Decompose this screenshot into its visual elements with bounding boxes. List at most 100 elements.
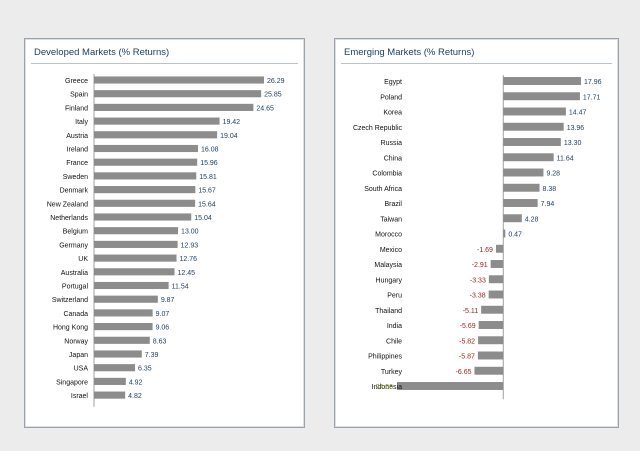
category-label: Mexico (380, 247, 402, 254)
data-label: 13.30 (564, 140, 582, 147)
data-label: 9.07 (156, 311, 170, 318)
data-label: 15.81 (199, 174, 217, 181)
bar (94, 323, 153, 331)
category-label: South Africa (364, 186, 402, 193)
category-label: Brazil (384, 201, 402, 208)
bar (474, 366, 504, 375)
bar (503, 168, 544, 177)
bar (94, 117, 220, 125)
data-label: -5.82 (459, 338, 475, 345)
category-label: Malaysia (374, 262, 402, 269)
bar (503, 138, 561, 146)
bar (503, 153, 554, 162)
data-label: 4.28 (525, 216, 539, 223)
bar (94, 103, 254, 111)
bar (397, 382, 504, 390)
bar (94, 213, 192, 221)
bar (94, 240, 178, 248)
developed-markets-panel: Developed Markets (% Returns) Greece 26.2… (24, 38, 305, 428)
category-label: New Zealand (47, 201, 88, 208)
bar (94, 281, 169, 290)
data-label: 19.04 (220, 133, 238, 140)
data-label: -3.38 (470, 293, 486, 300)
data-label: 11.54 (172, 284, 189, 291)
data-label: 9.87 (161, 297, 175, 304)
data-label: 8.63 (153, 338, 167, 345)
data-label: 4.92 (129, 379, 143, 386)
data-label: 24.65 (256, 105, 274, 112)
data-label: 0.47 (508, 232, 522, 239)
bar (94, 295, 158, 303)
category-label: Belgium (63, 229, 88, 236)
category-label: USA (74, 366, 89, 373)
data-label: 15.04 (194, 215, 212, 222)
category-label: Finland (65, 105, 88, 112)
category-label: Italy (75, 119, 88, 126)
data-label: -24.56 (373, 384, 393, 391)
data-label: 7.94 (541, 201, 555, 208)
developed-markets-chart: Greece 26.29 Spain 25.85 Finland 24.65 Italy 19… (47, 74, 285, 407)
bar (503, 77, 581, 85)
emerging-title-divider (341, 63, 612, 64)
data-label: -5.11 (463, 308, 479, 315)
bar (94, 336, 150, 344)
data-label: 6.35 (138, 366, 152, 373)
bar (503, 183, 540, 192)
category-label: Turkey (381, 369, 403, 376)
data-label: 14.47 (569, 110, 587, 117)
bar (495, 244, 504, 253)
category-label: France (66, 160, 88, 167)
bar (94, 391, 126, 399)
bar (478, 336, 504, 345)
data-label: -6.65 (456, 369, 472, 376)
category-label: Singapore (56, 379, 88, 386)
data-label: 17.71 (583, 94, 601, 101)
category-label: Greece (65, 78, 88, 85)
data-label: 15.96 (200, 160, 218, 167)
bar (94, 350, 142, 358)
bar (503, 214, 522, 223)
bar (488, 275, 504, 284)
data-label: -5.87 (459, 354, 475, 361)
category-label: China (384, 155, 402, 162)
data-label: 17.96 (584, 79, 602, 86)
bar (94, 172, 197, 180)
bar (477, 351, 504, 360)
category-label: Ireland (67, 147, 89, 154)
category-label: Poland (380, 94, 402, 101)
developed-chart-title: Developed Markets (% Returns) (34, 47, 170, 58)
category-label: Thailand (375, 308, 402, 315)
data-label: -5.69 (460, 323, 476, 330)
data-label: 4.82 (128, 393, 142, 400)
bar (94, 131, 218, 139)
data-label: 12.76 (180, 256, 198, 263)
category-label: Australia (61, 270, 88, 277)
bar (94, 364, 136, 372)
bar (94, 186, 196, 194)
bar (503, 122, 564, 131)
category-label: Austria (66, 133, 88, 140)
data-label: -3.33 (470, 277, 486, 284)
bar (503, 199, 538, 207)
category-label: Japan (69, 352, 88, 359)
bar (94, 268, 175, 276)
bar (94, 254, 177, 262)
category-label: Indonesia (372, 384, 402, 391)
category-label: Norway (64, 338, 88, 345)
bar (94, 309, 153, 317)
bar (503, 92, 580, 101)
data-label: 12.45 (178, 270, 196, 277)
bar (94, 158, 198, 166)
data-label: 13.96 (567, 125, 585, 132)
data-label: 13.00 (181, 229, 199, 236)
data-label: 19.42 (223, 119, 241, 126)
category-label: Morocco (375, 232, 402, 239)
category-label: India (387, 323, 402, 330)
emerging-markets-chart: Egypt 17.96 Poland 17.71 Korea 14.47 Czech Rep… (353, 75, 602, 400)
category-label: Egypt (384, 79, 402, 86)
category-label: Taiwan (380, 216, 402, 223)
bar (481, 305, 504, 314)
emerging-chart-title: Emerging Markets (% Returns) (344, 47, 475, 58)
bar (94, 90, 262, 98)
category-label: Netherlands (50, 215, 88, 222)
